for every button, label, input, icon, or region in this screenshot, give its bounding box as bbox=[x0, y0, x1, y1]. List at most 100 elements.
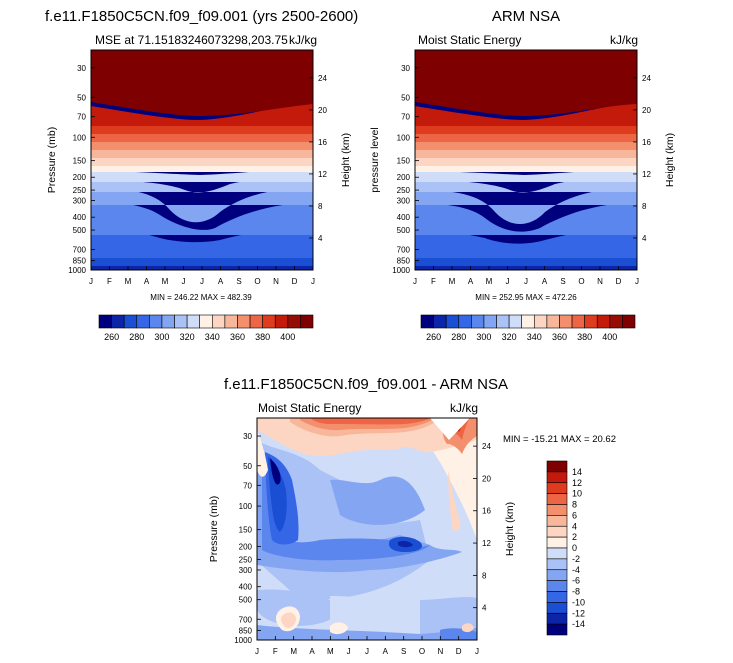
month-tick-label: J bbox=[506, 277, 510, 286]
colorbar-swatch bbox=[546, 612, 568, 625]
colorbar-swatch bbox=[521, 314, 535, 329]
height-tick-label: 16 bbox=[642, 138, 651, 147]
height-tick-label: 4 bbox=[642, 234, 647, 243]
colorbar-label: 400 bbox=[602, 332, 617, 342]
colorbar-swatch bbox=[546, 547, 568, 560]
pressure-tick-label: 30 bbox=[401, 64, 410, 73]
colorbar-swatch bbox=[300, 314, 314, 329]
colorbar-label: 14 bbox=[572, 467, 582, 477]
colorbar-label: -4 bbox=[572, 565, 580, 575]
colorbar-label: 280 bbox=[451, 332, 466, 342]
pressure-tick-label: 100 bbox=[73, 133, 87, 142]
colorbar-label: 4 bbox=[572, 521, 577, 531]
pressure-tick-label: 250 bbox=[73, 186, 87, 195]
colorbar-swatch bbox=[287, 314, 301, 329]
month-tick-label: O bbox=[419, 647, 425, 656]
panel3-units: kJ/kg bbox=[450, 401, 478, 415]
colorbar-swatch bbox=[123, 314, 138, 329]
panel2-title: ARM NSA bbox=[492, 8, 560, 25]
month-tick-label: M bbox=[162, 277, 169, 286]
month-tick-label: J bbox=[347, 647, 351, 656]
panel1-ylabel: Pressure (mb) bbox=[46, 127, 58, 194]
colorbar-label: 260 bbox=[426, 332, 441, 342]
colorbar-label: 6 bbox=[572, 510, 577, 520]
month-tick-label: M bbox=[486, 277, 493, 286]
colorbar-swatch bbox=[546, 525, 568, 538]
panel2-ylabel: pressure level bbox=[369, 127, 381, 192]
panel2-stats: MIN = 252.95 MAX = 472.26 bbox=[475, 293, 577, 302]
pressure-tick-label: 850 bbox=[239, 627, 253, 636]
pressure-tick-label: 30 bbox=[243, 432, 252, 441]
colorbar-swatch bbox=[433, 314, 447, 329]
pressure-tick-label: 700 bbox=[397, 245, 411, 254]
colorbar-swatch bbox=[111, 314, 125, 329]
colorbar-swatch bbox=[546, 493, 568, 505]
pressure-tick-label: 300 bbox=[239, 566, 253, 575]
height-tick-label: 16 bbox=[482, 507, 491, 516]
colorbar-label: -8 bbox=[572, 587, 580, 597]
height-tick-label: 20 bbox=[318, 106, 327, 115]
colorbar-swatch bbox=[546, 504, 568, 516]
colorbar-swatch bbox=[546, 314, 560, 329]
month-tick-label: A bbox=[309, 647, 315, 656]
colorbar-swatch bbox=[508, 314, 523, 329]
colorbar-swatch bbox=[445, 314, 460, 329]
panel1-colorbar: 260 280 300 320 340 360 380 400 bbox=[98, 314, 314, 342]
colorbar-label: 0 bbox=[572, 543, 577, 553]
month-tick-label: O bbox=[578, 277, 584, 286]
colorbar-label: 360 bbox=[552, 332, 567, 342]
panel1-left-label: MSE at 71.15183246073298,203.75 bbox=[95, 33, 288, 47]
month-tick-label: N bbox=[597, 277, 603, 286]
height-tick-label: 20 bbox=[482, 474, 491, 483]
pressure-tick-label: 30 bbox=[77, 64, 86, 73]
height-tick-label: 4 bbox=[318, 234, 323, 243]
colorbar-swatch bbox=[546, 460, 568, 473]
pressure-tick-label: 250 bbox=[239, 555, 253, 564]
colorbar-label: -2 bbox=[572, 554, 580, 564]
colorbar-swatch bbox=[149, 314, 163, 329]
colorbar-swatch bbox=[546, 515, 568, 527]
colorbar-swatch bbox=[496, 314, 510, 329]
pressure-tick-label: 1000 bbox=[392, 266, 410, 275]
height-tick-label: 12 bbox=[318, 170, 327, 179]
panel2-ylabel-right: Height (km) bbox=[664, 133, 676, 187]
month-tick-label: J bbox=[255, 647, 259, 656]
pressure-tick-label: 50 bbox=[401, 93, 410, 102]
colorbar-label: 340 bbox=[205, 332, 220, 342]
month-tick-label: J bbox=[524, 277, 528, 286]
pressure-tick-label: 500 bbox=[73, 226, 87, 235]
month-tick-label: A bbox=[468, 277, 474, 286]
month-tick-label: F bbox=[273, 647, 278, 656]
pressure-tick-label: 50 bbox=[77, 93, 86, 102]
pressure-tick-label: 150 bbox=[239, 526, 253, 535]
pressure-tick-label: 100 bbox=[397, 133, 411, 142]
pressure-tick-label: 100 bbox=[239, 502, 253, 511]
colorbar-label: 320 bbox=[180, 332, 195, 342]
month-tick-label: N bbox=[273, 277, 279, 286]
colorbar-label: 260 bbox=[104, 332, 119, 342]
pressure-tick-label: 400 bbox=[239, 583, 253, 592]
pressure-tick-label: 70 bbox=[77, 113, 86, 122]
pressure-tick-label: 1000 bbox=[234, 636, 252, 645]
month-tick-label: J bbox=[311, 277, 315, 286]
colorbar-swatch bbox=[533, 314, 548, 329]
colorbar-swatch bbox=[237, 314, 251, 329]
pressure-tick-label: 850 bbox=[397, 257, 411, 266]
height-tick-label: 24 bbox=[482, 442, 491, 451]
month-tick-label: M bbox=[327, 647, 334, 656]
colorbar-label: 380 bbox=[255, 332, 270, 342]
panel1-units: kJ/kg bbox=[289, 33, 317, 47]
month-tick-label: D bbox=[616, 277, 622, 286]
month-tick-label: S bbox=[236, 277, 241, 286]
colorbar-label: 380 bbox=[577, 332, 592, 342]
month-tick-label: M bbox=[449, 277, 456, 286]
colorbar-label: 360 bbox=[230, 332, 245, 342]
colorbar-swatch bbox=[571, 314, 585, 329]
height-tick-label: 12 bbox=[642, 170, 651, 179]
month-tick-label: A bbox=[144, 277, 150, 286]
month-tick-label: J bbox=[200, 277, 204, 286]
colorbar-label: 300 bbox=[476, 332, 491, 342]
